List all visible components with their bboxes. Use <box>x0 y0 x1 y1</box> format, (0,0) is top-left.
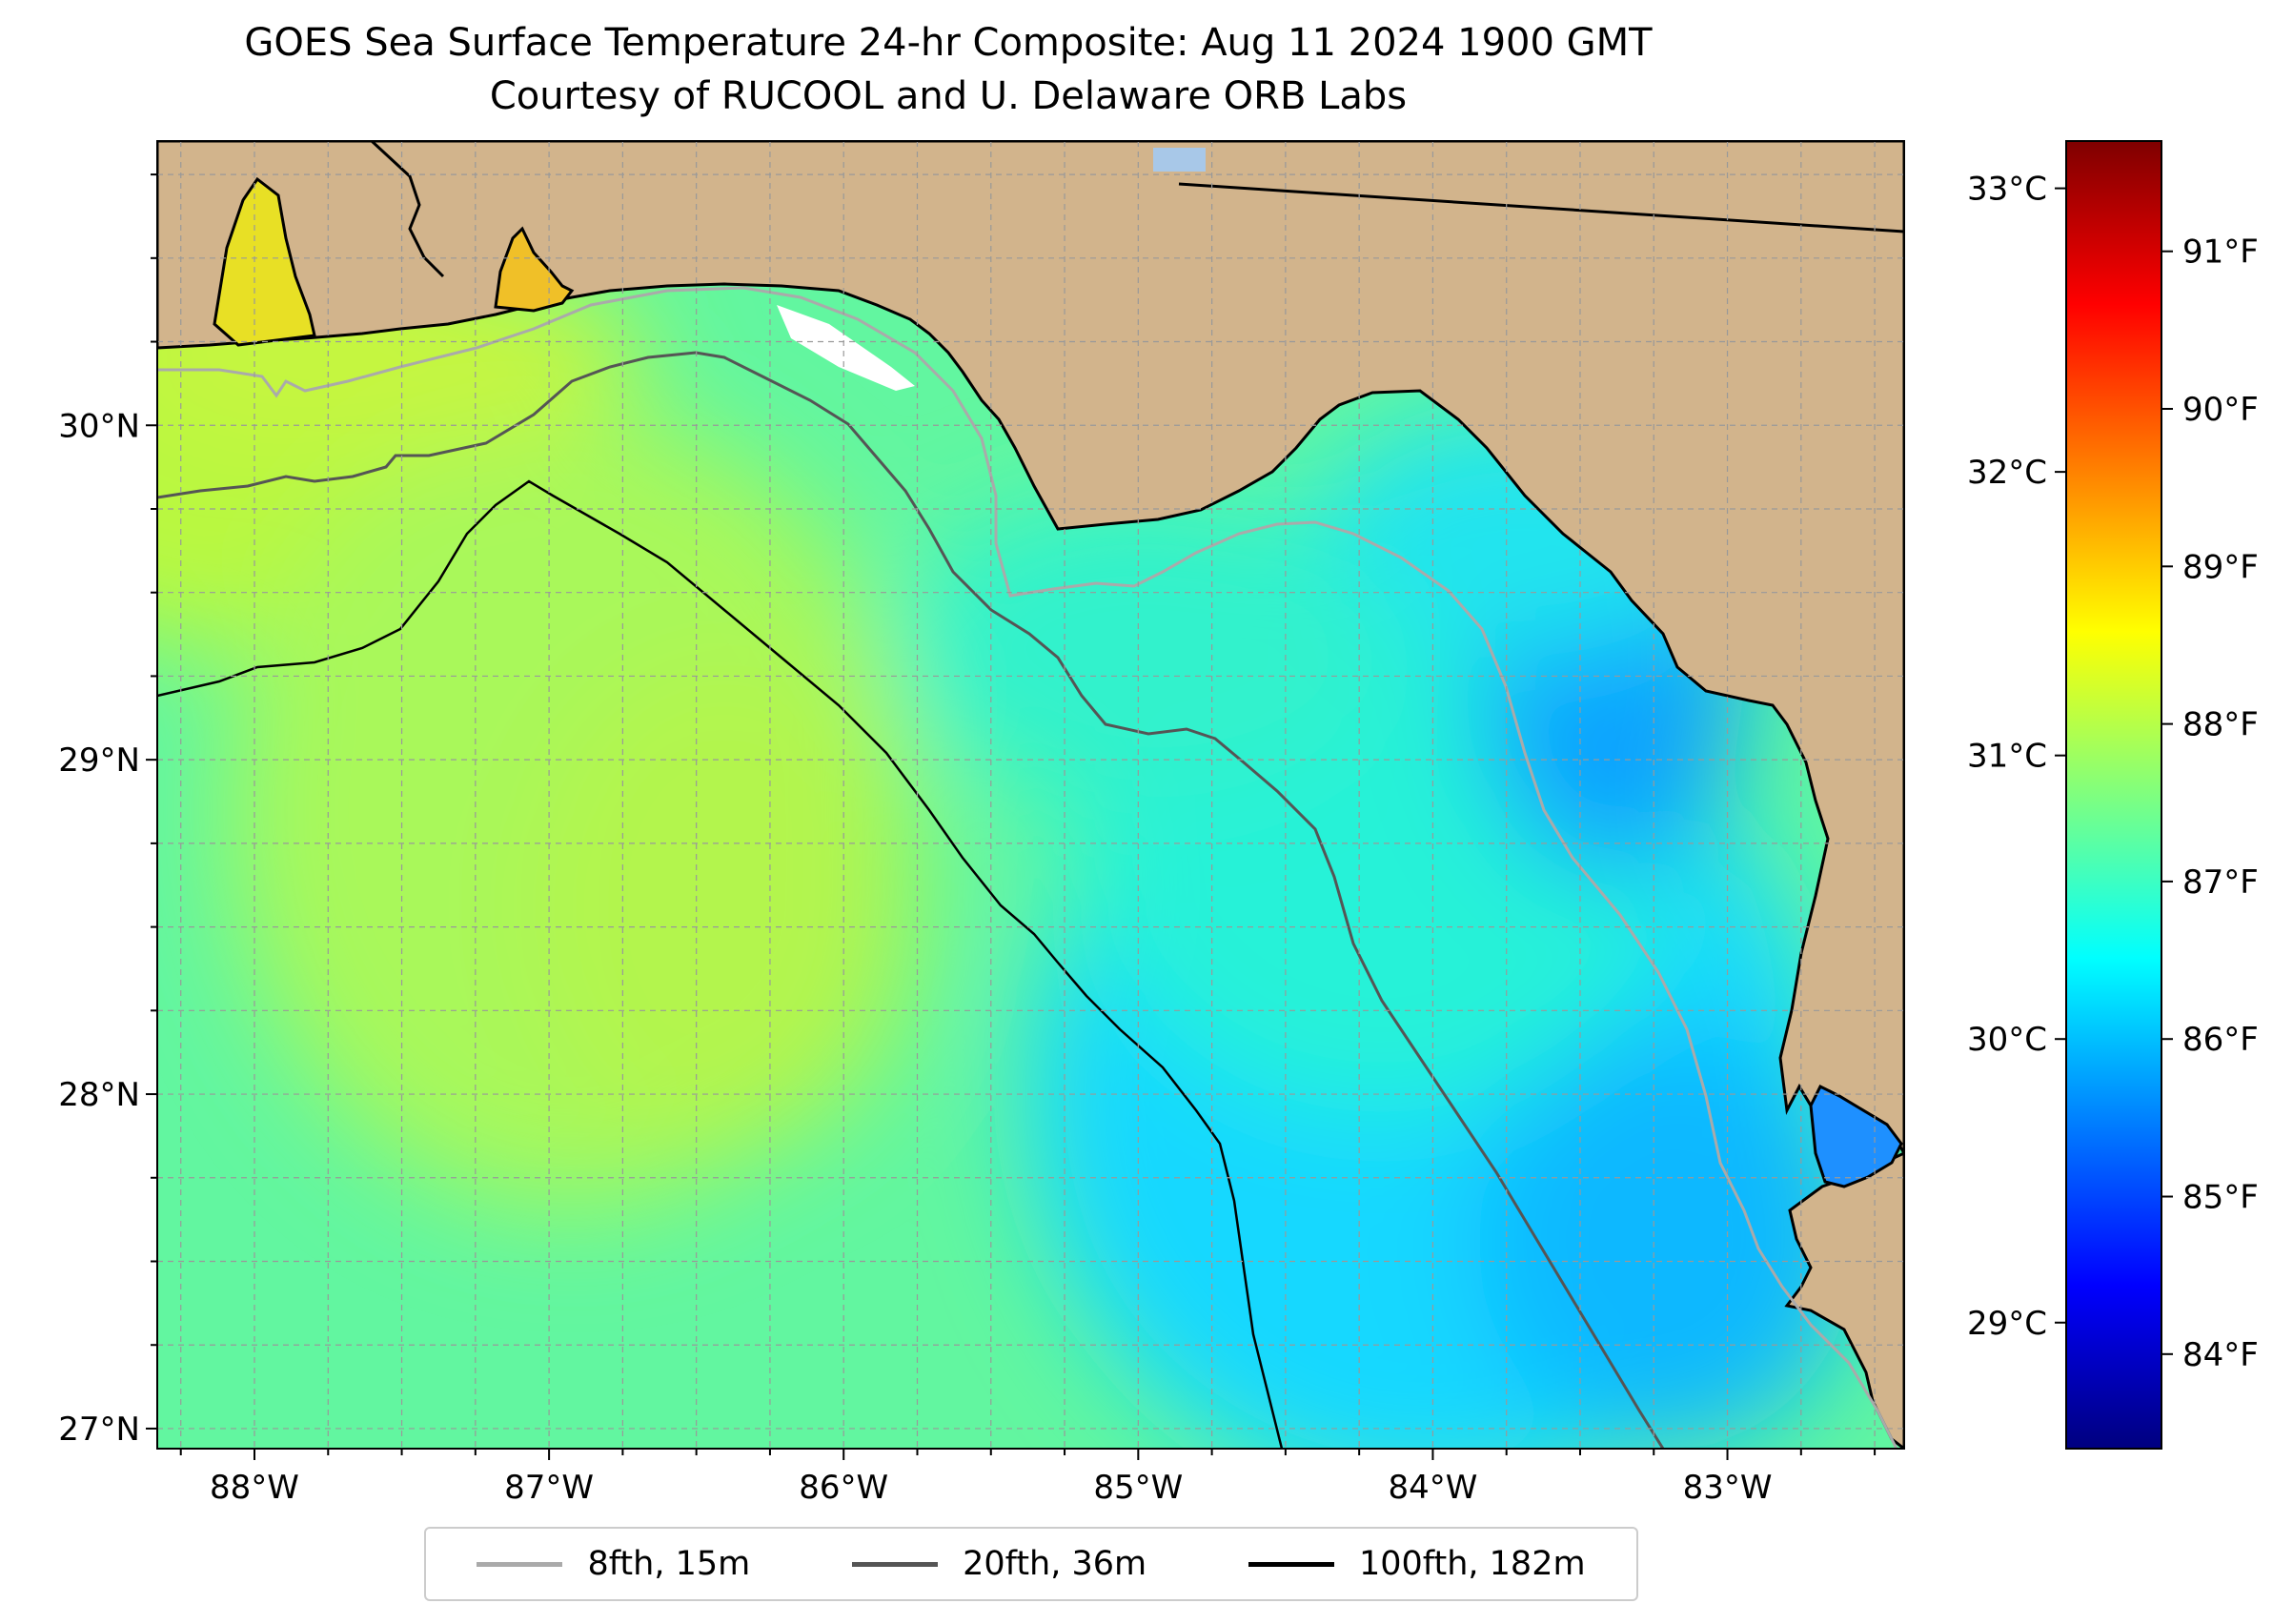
map-panel <box>157 141 1904 1449</box>
longitude-axis: 88°W 87°W 86°W 85°W 84°W 83°W <box>179 1449 1877 1507</box>
gridlines <box>157 141 1904 1449</box>
legend-label-20fth: 20fth, 36m <box>963 1545 1147 1583</box>
legend-label-100fth: 100fth, 182m <box>1358 1545 1586 1583</box>
lon-tick-label: 85°W <box>1093 1469 1183 1507</box>
map-title: GOES Sea Surface Temperature 24-hr Compo… <box>244 21 1653 65</box>
colorbar-f-label: 84°F <box>2182 1336 2259 1374</box>
legend-swatch-100fth <box>1248 1561 1334 1567</box>
colorbar-celsius-ticks: 29°C 30°C 31°C 32°C 33°C <box>1967 171 2066 1343</box>
legend-item-100fth: 100fth, 182m <box>1248 1545 1586 1583</box>
isobath-100fth <box>157 479 1284 1449</box>
colorbar-f-label: 89°F <box>2182 548 2259 586</box>
colorbar-f-label: 87°F <box>2182 863 2259 902</box>
lat-tick-label: 30°N <box>58 407 140 445</box>
colorbar-f-label: 91°F <box>2182 233 2259 272</box>
legend: 8fth, 15m 20fth, 36m 100fth, 182m <box>424 1527 1638 1601</box>
isobath-8fth <box>157 286 1898 1449</box>
cool-south-patch <box>1477 1029 1858 1449</box>
colorbar-c-label: 29°C <box>1967 1305 2047 1343</box>
latitude-axis: 27°N 28°N 29°N 30°N <box>58 173 157 1449</box>
mobile-bay <box>213 176 316 347</box>
colorbar-c-label: 32°C <box>1967 454 2047 492</box>
colorbar-fahrenheit-ticks: 84°F 85°F 86°F 87°F 88°F 89°F 90°F 91°F <box>2161 233 2259 1374</box>
cool-inner-patch <box>896 496 1391 801</box>
pensacola-bay <box>494 226 575 313</box>
colorbar-f-label: 85°F <box>2182 1179 2259 1217</box>
colorbar-f-label: 88°F <box>2182 706 2259 744</box>
lon-tick-label: 86°W <box>799 1469 888 1507</box>
colorbar-f-label: 90°F <box>2182 391 2259 429</box>
apalachee-bay-cells <box>777 305 915 391</box>
legend-swatch-8fth <box>477 1561 563 1567</box>
isobath-20fth <box>157 351 1665 1449</box>
lat-tick-label: 27°N <box>58 1411 140 1449</box>
colorbar: 29°C 30°C 31°C 32°C 33°C 84°F 85°F 86°F 87°F 88°… <box>1967 140 2259 1450</box>
colorbar-gradient <box>2065 140 2162 1450</box>
legend-item-8fth: 8fth, 15m <box>477 1545 750 1583</box>
legend-item-20fth: 20fth, 36m <box>852 1545 1146 1583</box>
legend-label-8fth: 8fth, 15m <box>587 1545 751 1583</box>
lake-patch <box>1153 148 1206 172</box>
map-frame <box>156 140 1905 1450</box>
colorbar-f-label: 86°F <box>2182 1021 2259 1059</box>
lat-tick-label: 29°N <box>58 741 140 780</box>
west-border <box>370 141 445 278</box>
colorbar-c-label: 31°C <box>1967 738 2047 776</box>
lon-tick-label: 83°W <box>1683 1469 1773 1507</box>
lon-tick-label: 88°W <box>210 1469 299 1507</box>
lon-tick-label: 84°W <box>1388 1469 1477 1507</box>
warm-center-patch <box>534 658 915 1153</box>
lat-tick-label: 28°N <box>58 1076 140 1114</box>
state-boundary <box>1178 182 1904 233</box>
colorbar-c-label: 33°C <box>1967 171 2047 209</box>
land-mass <box>157 141 1904 1449</box>
colorbar-c-label: 30°C <box>1967 1021 2047 1059</box>
lon-tick-label: 87°W <box>504 1469 594 1507</box>
legend-swatch-20fth <box>852 1561 939 1567</box>
map-subtitle: Courtesy of RUCOOL and U. Delaware ORB L… <box>489 74 1408 118</box>
